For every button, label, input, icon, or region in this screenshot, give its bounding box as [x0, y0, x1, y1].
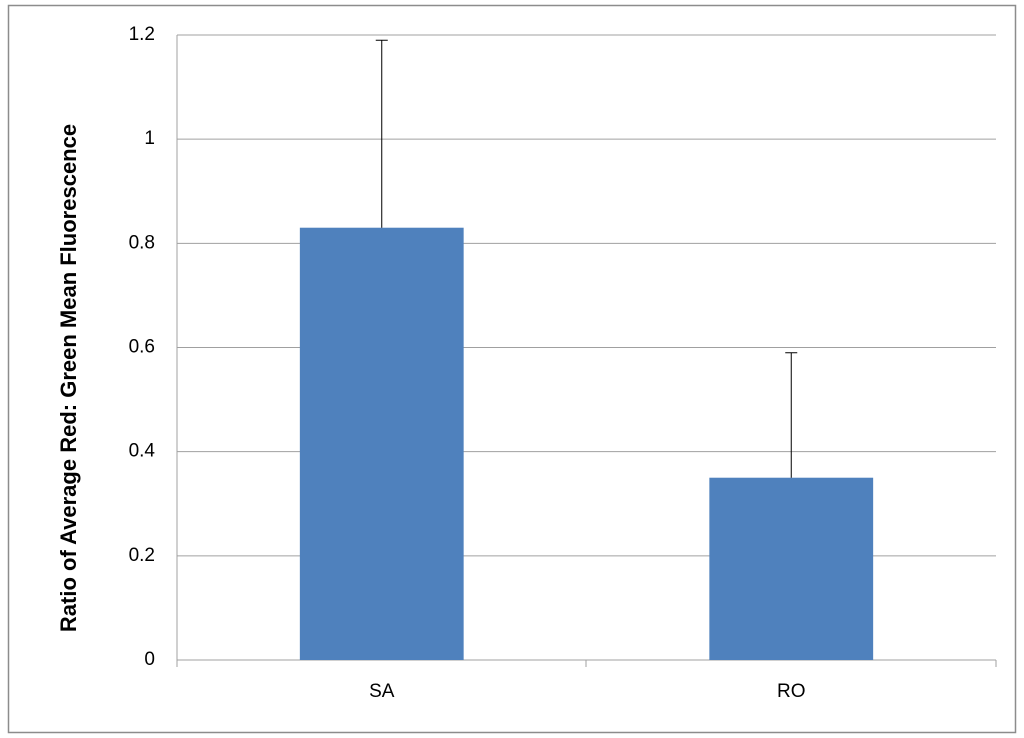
y-tick-label: 0.2 — [129, 545, 155, 566]
y-tick-label: 0.8 — [129, 232, 155, 253]
x-tick-label: RO — [777, 681, 806, 702]
bar — [299, 227, 464, 661]
x-tick-label: SA — [369, 681, 395, 702]
y-tick-label: 1.2 — [129, 24, 155, 45]
y-axis-label: Ratio of Average Red: Green Mean Fluores… — [56, 124, 81, 632]
bar — [709, 477, 874, 660]
y-tick-label: 0.4 — [129, 441, 156, 462]
y-tick-label: 0 — [144, 649, 155, 670]
error-bar — [375, 39, 388, 228]
error-bar — [785, 352, 798, 478]
y-tick-label: 1 — [144, 128, 155, 149]
y-tick-label: 0.6 — [129, 337, 155, 358]
